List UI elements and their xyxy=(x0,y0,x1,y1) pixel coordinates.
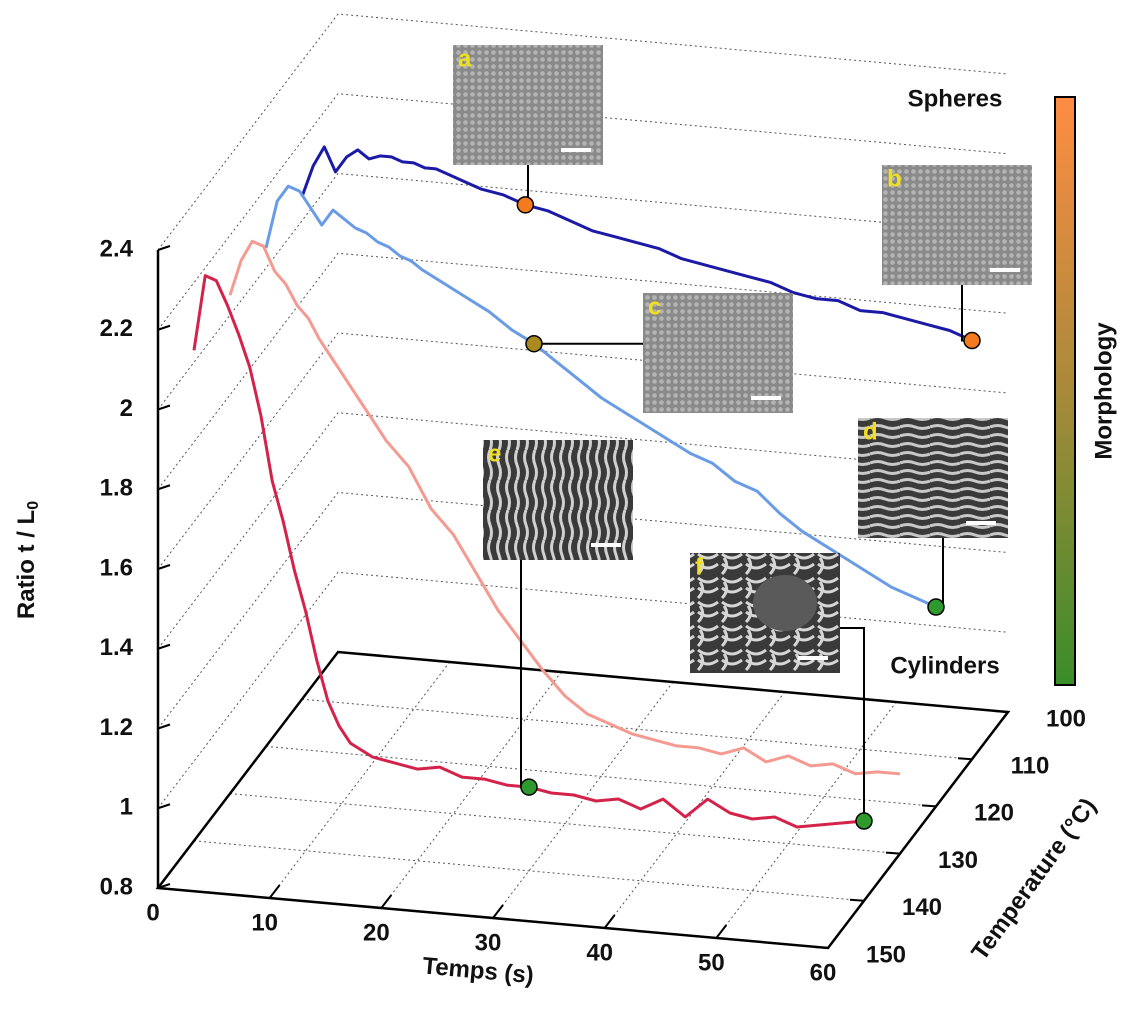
y-tick xyxy=(157,245,171,251)
region-label: Spheres xyxy=(908,85,1003,112)
marker xyxy=(520,778,538,796)
grid-line xyxy=(229,793,901,855)
grid-line xyxy=(157,93,1009,331)
y-tick xyxy=(157,723,171,730)
x-tick xyxy=(492,904,504,919)
y-tick-label: 1.6 xyxy=(100,554,133,581)
inset-image xyxy=(858,418,1008,538)
x-tick xyxy=(268,884,281,899)
inset-letter: d xyxy=(863,418,878,445)
marker xyxy=(516,196,535,214)
inset-feature xyxy=(753,575,817,631)
y-tick-label: 1.4 xyxy=(100,634,134,661)
marker xyxy=(525,334,543,353)
y-tick xyxy=(157,803,171,810)
z-tick xyxy=(849,898,865,902)
colorbar-label: Morphology xyxy=(1090,322,1117,460)
grid-line xyxy=(193,840,865,902)
y-tick-label: 1.8 xyxy=(100,475,133,502)
colorbar xyxy=(1054,96,1076,686)
y-tick xyxy=(157,484,171,491)
x-tick-label: 10 xyxy=(251,909,278,936)
grid-line xyxy=(269,661,451,899)
y-tick xyxy=(157,643,171,650)
region-label: Cylinders xyxy=(890,652,999,679)
inset-letter: b xyxy=(887,165,902,192)
y-tick-label: 2.2 xyxy=(100,315,133,342)
marker xyxy=(855,812,873,830)
y-tick-label: 0.8 xyxy=(100,873,133,900)
x-tick-label: 50 xyxy=(698,949,725,976)
y-axis-label: Ratio t / L0 xyxy=(13,501,42,619)
x-tick-label: 30 xyxy=(475,929,502,956)
series-line xyxy=(192,274,865,829)
insets: a b c d e f xyxy=(453,45,1032,830)
y-axis-label-sub: 0 xyxy=(25,501,42,510)
inset-letter: a xyxy=(458,45,472,72)
x-tick-label: 0 xyxy=(146,899,159,926)
z-tick-label: 130 xyxy=(938,847,978,874)
y-tick-label: 1.2 xyxy=(100,714,133,741)
y-axis-label-main: Ratio t / L xyxy=(13,510,40,619)
z-tick xyxy=(921,804,937,808)
axes: 0.8 1 1.2 1.4 1.6 1.8 2 2.2 2.4 0 10 20 30 40 50 60 100 1… xyxy=(100,235,1086,986)
z-tick xyxy=(957,757,973,761)
inset-letter: f xyxy=(695,553,704,580)
connector xyxy=(840,627,865,822)
series-line xyxy=(300,145,973,342)
series-line xyxy=(264,184,937,609)
x-axis-label: Temps (s) xyxy=(421,952,535,989)
x-tick-label: 20 xyxy=(363,919,390,946)
grid-line xyxy=(265,745,937,807)
x-tick-label: 40 xyxy=(586,939,613,966)
connector xyxy=(936,538,944,609)
z-tick-label: 140 xyxy=(902,894,942,921)
grid-line xyxy=(157,491,1009,729)
inset-image xyxy=(483,440,633,560)
marker xyxy=(927,598,945,616)
lines xyxy=(192,145,973,829)
grid-line xyxy=(157,172,1009,410)
grid-line xyxy=(157,13,1009,251)
y-tick xyxy=(157,404,171,411)
connector xyxy=(520,560,529,789)
z-tick-label: 150 xyxy=(866,941,906,968)
inset-image xyxy=(882,165,1032,285)
grid-line xyxy=(301,698,973,760)
inset-image xyxy=(643,293,793,413)
x-tick xyxy=(603,914,616,929)
inset-image xyxy=(453,45,603,165)
y-tick-label: 1 xyxy=(120,794,133,821)
x-tick xyxy=(715,924,728,939)
y-tick-label: 2.4 xyxy=(100,235,134,262)
series-line xyxy=(228,239,901,776)
x-tick-label: 60 xyxy=(810,959,837,986)
grid-line xyxy=(157,412,1009,650)
z-tick-label: 120 xyxy=(974,800,1014,827)
y-tick xyxy=(157,564,171,570)
z-tick-label: 100 xyxy=(1046,705,1086,732)
marker xyxy=(963,331,981,350)
y-tick xyxy=(157,324,171,331)
x-tick xyxy=(380,894,393,909)
inset-letter: c xyxy=(648,293,661,320)
y-tick-label: 2 xyxy=(120,395,133,422)
z-tick-label: 110 xyxy=(1011,753,1050,780)
z-tick xyxy=(885,851,901,855)
inset-letter: e xyxy=(488,440,501,467)
floor-frame xyxy=(155,650,1011,950)
